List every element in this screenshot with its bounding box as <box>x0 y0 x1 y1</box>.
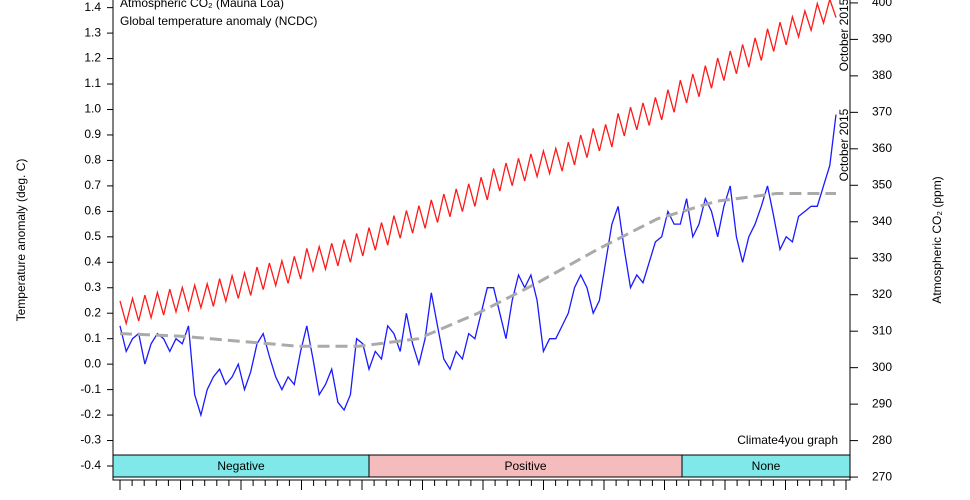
y2-tick-label: 330 <box>872 250 892 264</box>
phase-band <box>681 454 851 478</box>
annotation: Climate4you graph <box>737 433 838 447</box>
series-line <box>119 114 837 418</box>
y2-tick-label: 360 <box>872 141 892 155</box>
y2-tick-label: 280 <box>872 433 892 447</box>
y-tick-label: 1.1 <box>84 76 101 90</box>
y-tick-label: -0.1 <box>80 382 101 396</box>
legend-entry: Global temperature anomaly (NCDC) <box>120 14 317 28</box>
phase-label: Negative <box>217 459 265 473</box>
y2-tick-label: 310 <box>872 323 892 337</box>
y-tick-label: 0.5 <box>84 229 101 243</box>
y2-tick-label: 390 <box>872 32 892 46</box>
y2-tick-label: 300 <box>872 360 892 374</box>
plot-area <box>119 0 837 418</box>
y2-tick-label: 340 <box>872 214 892 228</box>
y-tick-label: 1.2 <box>84 51 101 65</box>
y-tick-label: -0.4 <box>80 458 101 472</box>
phase-label: Positive <box>504 459 546 473</box>
y2-tick-label: 290 <box>872 396 892 410</box>
y-tick-label: 0.3 <box>84 280 101 294</box>
y2-tick-label: 320 <box>872 287 892 301</box>
series-line <box>119 0 837 327</box>
y-tick-label: 0.8 <box>84 153 101 167</box>
trend-line <box>119 192 836 348</box>
frame <box>112 0 851 481</box>
y-tick-label: 0.1 <box>84 331 101 345</box>
y-tick-label: 1.0 <box>84 102 101 116</box>
y-tick-label: 1.3 <box>84 25 101 39</box>
y2-tick-label: 350 <box>872 177 892 191</box>
y-tick-label: 0.4 <box>84 254 101 268</box>
y-tick-label: 0.0 <box>84 356 101 370</box>
y2-tick-label: 380 <box>872 68 892 82</box>
y2-tick-label: 270 <box>872 469 892 483</box>
y-tick-label: -0.2 <box>80 407 101 421</box>
y2-tick-label: 400 <box>872 0 892 9</box>
y-tick-label: 0.6 <box>84 204 101 218</box>
y2-tick-label: 370 <box>872 105 892 119</box>
y-tick-label: 1.4 <box>84 0 101 14</box>
y-tick-label: 0.9 <box>84 127 101 141</box>
y-tick-label: 0.2 <box>84 305 101 319</box>
y2-axis-title: Atmospheric CO₂ (ppm) <box>930 176 944 303</box>
y-tick-label: -0.3 <box>80 433 101 447</box>
y-axis-title: Temperature anomaly (deg. C) <box>14 159 28 322</box>
annotation: October 2015 <box>837 0 851 71</box>
y-tick-label: 0.7 <box>84 178 101 192</box>
phase-label: None <box>752 459 781 473</box>
annotation: October 2015 <box>837 108 851 181</box>
legend-entry: Atmospheric CO₂ (Mauna Loa) <box>120 0 284 10</box>
